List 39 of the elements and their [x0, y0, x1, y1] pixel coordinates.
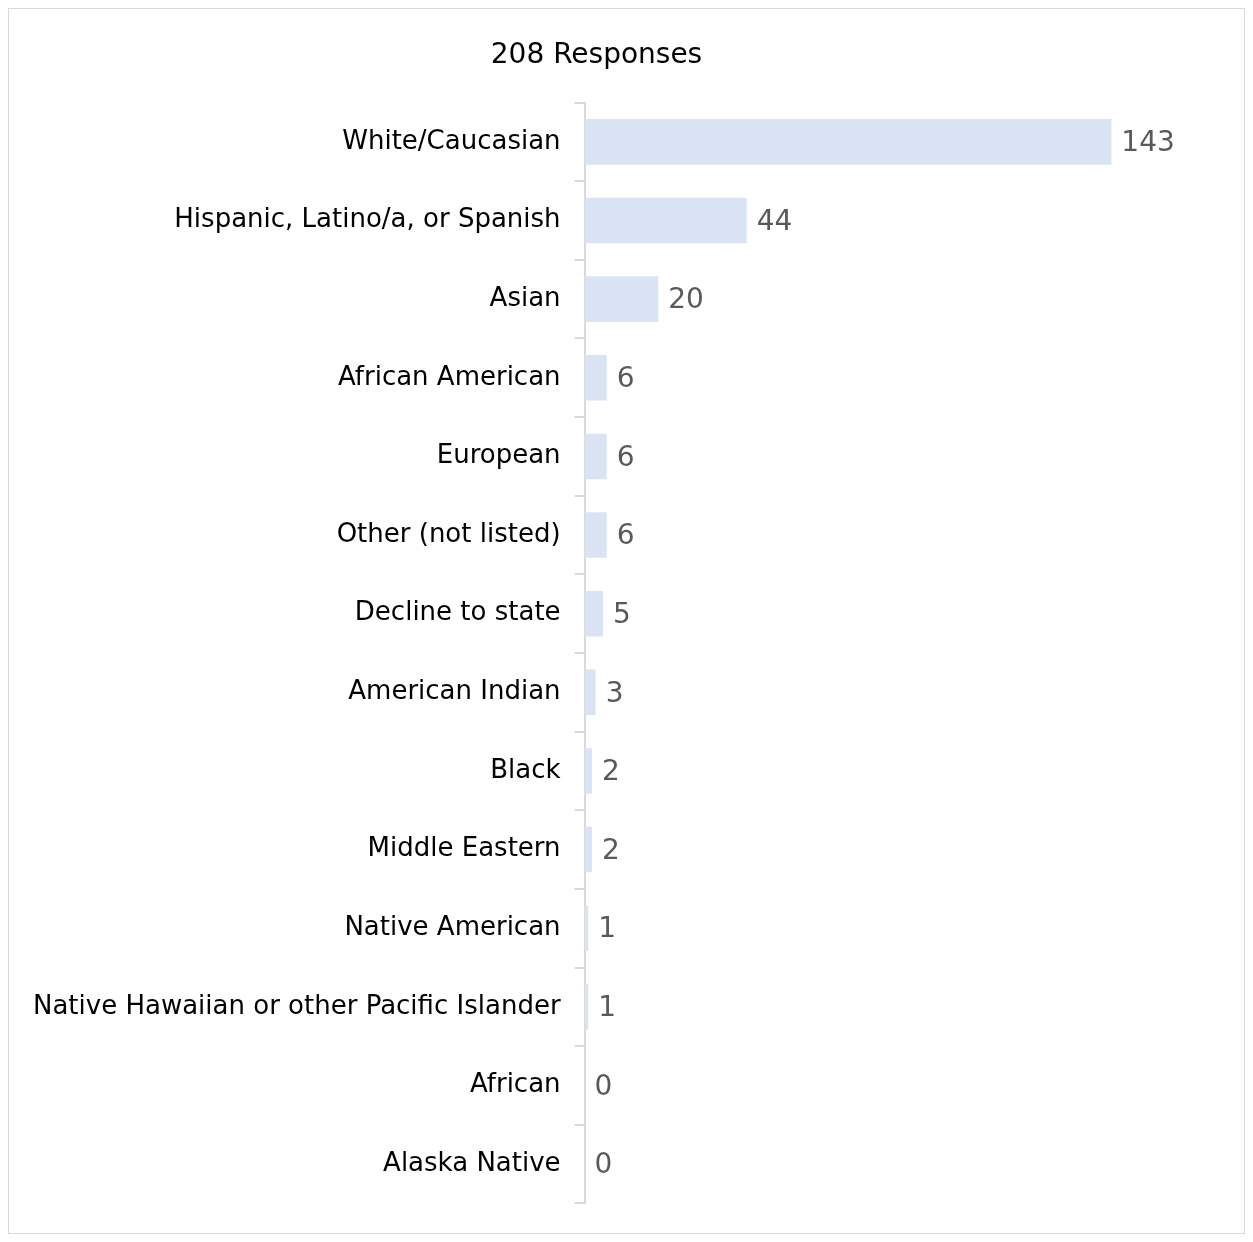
bar: [584, 276, 659, 322]
data-label: 20: [668, 282, 704, 316]
data-label: 6: [616, 439, 635, 473]
y-tick-label: European: [436, 439, 561, 470]
y-tick-label: White/Caucasian: [342, 124, 561, 155]
bar: [584, 748, 592, 794]
data-label: 44: [756, 203, 793, 237]
y-tick-label: Hispanic, Latino/a, or Spanish: [174, 203, 561, 234]
y-tick-label: American Indian: [348, 675, 561, 706]
y-tick-label: Alaska Native: [383, 1146, 561, 1177]
y-tick-label: African American: [337, 360, 561, 391]
bar: [584, 119, 1112, 165]
bar: [584, 669, 596, 716]
data-label: 5: [613, 596, 631, 630]
bar: [584, 355, 607, 401]
data-label: 143: [1121, 125, 1175, 159]
data-label: 3: [605, 675, 624, 709]
bar: [584, 826, 592, 873]
data-label: 1: [598, 990, 617, 1024]
y-tick-label: Middle Eastern: [367, 832, 561, 863]
chart-title: 208 Responses: [490, 37, 703, 71]
y-tick-label: African: [469, 1068, 561, 1099]
bar: [584, 197, 747, 244]
data-label: 2: [601, 832, 620, 866]
y-tick-label: Native Hawaiian or other Pacific Islander: [32, 989, 561, 1020]
bar: [584, 433, 607, 480]
data-label: 0: [594, 1147, 613, 1181]
y-tick-label: Other (not listed): [336, 517, 561, 548]
data-label: 0: [594, 1068, 613, 1102]
bar: [584, 512, 607, 558]
y-tick-label: Black: [490, 753, 561, 784]
bar: [584, 590, 603, 637]
data-label: 6: [616, 361, 635, 395]
data-label: 6: [616, 518, 635, 552]
y-tick-label: Native American: [344, 910, 561, 941]
y-tick-label: Decline to state: [354, 596, 561, 627]
y-tick-label: Asian: [489, 281, 561, 312]
data-label: 2: [601, 754, 620, 788]
data-label: 1: [598, 911, 617, 945]
